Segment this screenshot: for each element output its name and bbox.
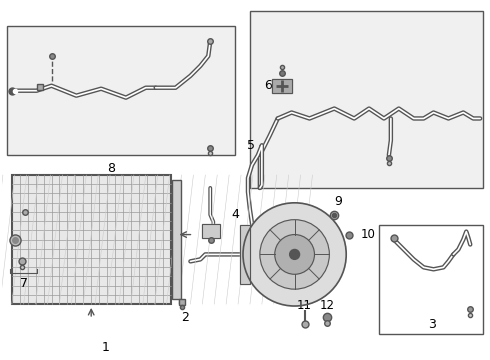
Circle shape — [275, 235, 315, 274]
Bar — [240, 225, 250, 284]
Bar — [202, 224, 220, 238]
Bar — [202, 224, 220, 238]
Text: 12: 12 — [320, 299, 335, 312]
Text: 6: 6 — [264, 79, 272, 92]
Bar — [172, 180, 181, 299]
Circle shape — [290, 249, 299, 260]
Bar — [12, 175, 171, 304]
Text: 4: 4 — [231, 208, 239, 221]
Text: 10: 10 — [361, 228, 376, 241]
Text: 7: 7 — [20, 277, 28, 290]
Text: 9: 9 — [334, 195, 342, 208]
Bar — [7, 26, 235, 155]
Text: 5: 5 — [247, 139, 255, 152]
Bar — [379, 225, 483, 334]
Text: 2: 2 — [181, 311, 190, 324]
Bar — [250, 11, 483, 188]
Circle shape — [243, 203, 346, 306]
Text: 3: 3 — [428, 318, 436, 331]
Bar — [240, 225, 250, 284]
Circle shape — [260, 220, 329, 289]
Text: 8: 8 — [107, 162, 115, 175]
Bar — [272, 79, 292, 93]
Bar — [272, 79, 292, 93]
Text: 1: 1 — [102, 341, 110, 354]
Text: 11: 11 — [297, 299, 312, 312]
